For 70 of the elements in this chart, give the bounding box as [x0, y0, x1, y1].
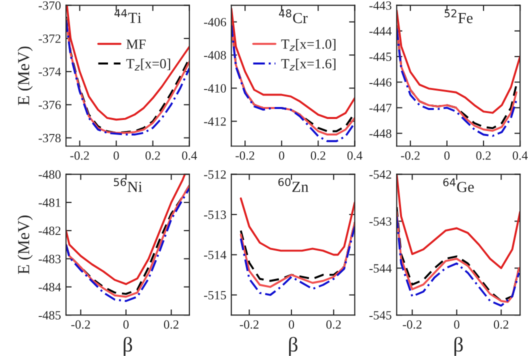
y-tick-label: -443 — [369, 1, 392, 10]
x-tick-label: 0.4 — [182, 151, 198, 160]
x-tick-label: 0.2 — [326, 320, 341, 329]
y-tick-label: -370 — [38, 1, 61, 10]
chart-title: $^{52}$Fe — [444, 9, 473, 24]
y-tick-label: -444 — [369, 27, 392, 36]
line-series — [66, 174, 186, 286]
y-tick-label: -543 — [369, 217, 392, 226]
chart-title: $^{56}$Ni — [114, 178, 142, 192]
y-tick-label: -545 — [369, 311, 392, 320]
y-axis-title: E (MeV) — [18, 216, 33, 274]
y-tick-label: -542 — [369, 170, 392, 179]
x-tick-label: 0 — [288, 320, 294, 329]
chart-title: $^{44}$Ti — [114, 9, 142, 23]
y-tick-label: -446 — [369, 78, 392, 87]
y-tick-label: -484 — [38, 282, 61, 292]
y-tick-label: -483 — [38, 254, 61, 264]
x-tick-label: 0 — [454, 320, 460, 329]
legend-label: T$_{z}$[x=1.6] — [281, 58, 336, 71]
y-tick-label: -480 — [38, 170, 61, 179]
y-tick-label: -445 — [369, 52, 392, 61]
y-tick-label: -481 — [38, 198, 60, 207]
y-tick-label: -376 — [38, 100, 61, 110]
x-tick-label: 0 — [278, 151, 284, 160]
x-tick-label: 0.2 — [145, 151, 160, 160]
y-tick-label: -374 — [38, 68, 61, 76]
y-tick-label: -512 — [204, 170, 226, 179]
y-tick-label: -513 — [204, 210, 226, 219]
line-series — [396, 9, 520, 114]
chart-title: $^{48}$Cr — [278, 9, 308, 24]
x-tick-label: -0.2 — [71, 320, 90, 329]
y-tick-label: -448 — [369, 129, 392, 138]
x-tick-label: 0.4 — [347, 151, 362, 160]
line-series — [231, 8, 355, 119]
y-tick-label: -408 — [204, 51, 226, 60]
x-tick-label: 0 — [123, 320, 129, 329]
x-tick-label: -0.2 — [240, 320, 258, 329]
y-tick-label: -485 — [38, 311, 61, 320]
x-tick-label: 0.2 — [164, 320, 178, 329]
y-tick-label: -406 — [204, 18, 226, 26]
x-tick-label: -0.2 — [400, 151, 420, 160]
legend-label: T$_{z}$[x=1.0] — [281, 39, 336, 51]
y-tick-label: -482 — [38, 226, 60, 236]
x-tick-label: -0.2 — [70, 151, 89, 160]
y-tick-label: -410 — [204, 84, 226, 93]
y-tick-label: -378 — [38, 134, 61, 142]
legend-label: T$_{z}$[x=0] — [126, 58, 170, 71]
y-axis-title: E (MeV) — [18, 46, 33, 106]
x-tick-label: -0.2 — [236, 151, 254, 160]
y-tick-label: -514 — [204, 250, 226, 260]
x-tick-label: 0.2 — [310, 151, 326, 160]
line-series — [240, 226, 355, 296]
x-axis-title: β — [454, 336, 463, 356]
x-tick-label: 0.2 — [476, 151, 491, 160]
x-tick-label: 0 — [444, 151, 450, 160]
x-axis-title: β — [124, 336, 132, 356]
x-tick-label: 0.2 — [494, 320, 508, 329]
y-tick-label: -447 — [369, 104, 392, 112]
x-tick-label: 0.4 — [512, 151, 528, 160]
y-tick-label: -372 — [38, 34, 60, 43]
x-tick-label: 0 — [114, 151, 119, 160]
y-tick-label: -412 — [204, 117, 226, 126]
chart-title: $^{60}$Zn — [278, 178, 308, 192]
legend-label: MF — [126, 40, 146, 49]
x-tick-label: -0.2 — [402, 320, 422, 329]
line-series — [240, 197, 355, 256]
chart-title: $^{64}$Ge — [443, 178, 474, 192]
x-axis-title: β — [289, 336, 298, 356]
y-tick-label: -544 — [369, 264, 392, 273]
y-tick-label: -515 — [204, 291, 226, 300]
